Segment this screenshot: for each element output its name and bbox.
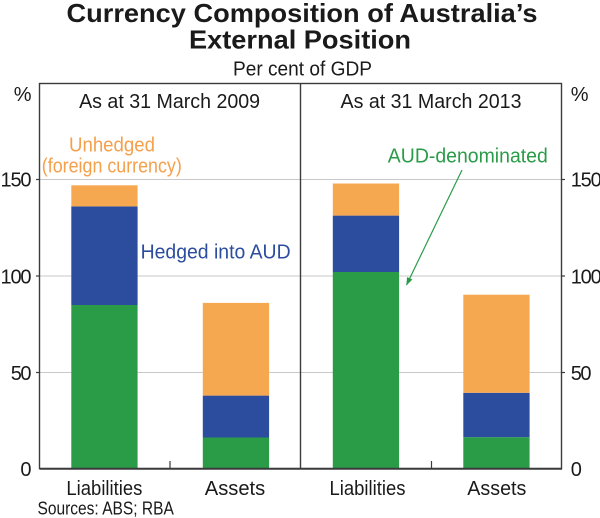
svg-text:Assets: Assets <box>205 478 266 500</box>
svg-text:As at 31 March 2013: As at 31 March 2013 <box>341 91 522 113</box>
svg-text:AUD-denominated: AUD-denominated <box>388 146 548 168</box>
svg-text:%: % <box>14 84 32 106</box>
svg-text:Sources: ABS; RBA: Sources: ABS; RBA <box>38 499 174 518</box>
svg-text:Liabilities: Liabilities <box>66 478 142 500</box>
svg-text:Per cent of GDP: Per cent of GDP <box>233 58 372 80</box>
svg-text:As at 31 March 2009: As at 31 March 2009 <box>79 91 260 113</box>
svg-text:Currency Composition of Austra: Currency Composition of Australia’s <box>67 0 538 28</box>
svg-text:0: 0 <box>20 459 31 481</box>
svg-text:50: 50 <box>11 363 32 385</box>
svg-text:150: 150 <box>571 170 600 192</box>
svg-text:150: 150 <box>1 170 32 192</box>
svg-text:50: 50 <box>571 363 592 385</box>
svg-text:0: 0 <box>571 459 582 481</box>
svg-text:100: 100 <box>1 266 32 288</box>
svg-text:%: % <box>571 84 589 106</box>
svg-text:Hedged into AUD: Hedged into AUD <box>141 242 291 264</box>
svg-text:Liabilities: Liabilities <box>330 478 406 500</box>
svg-text:Unhedged: Unhedged <box>69 134 155 156</box>
svg-text:(foreign currency): (foreign currency) <box>42 155 182 177</box>
svg-text:External Position: External Position <box>189 25 411 55</box>
svg-text:100: 100 <box>571 266 600 288</box>
svg-text:Assets: Assets <box>467 478 526 500</box>
